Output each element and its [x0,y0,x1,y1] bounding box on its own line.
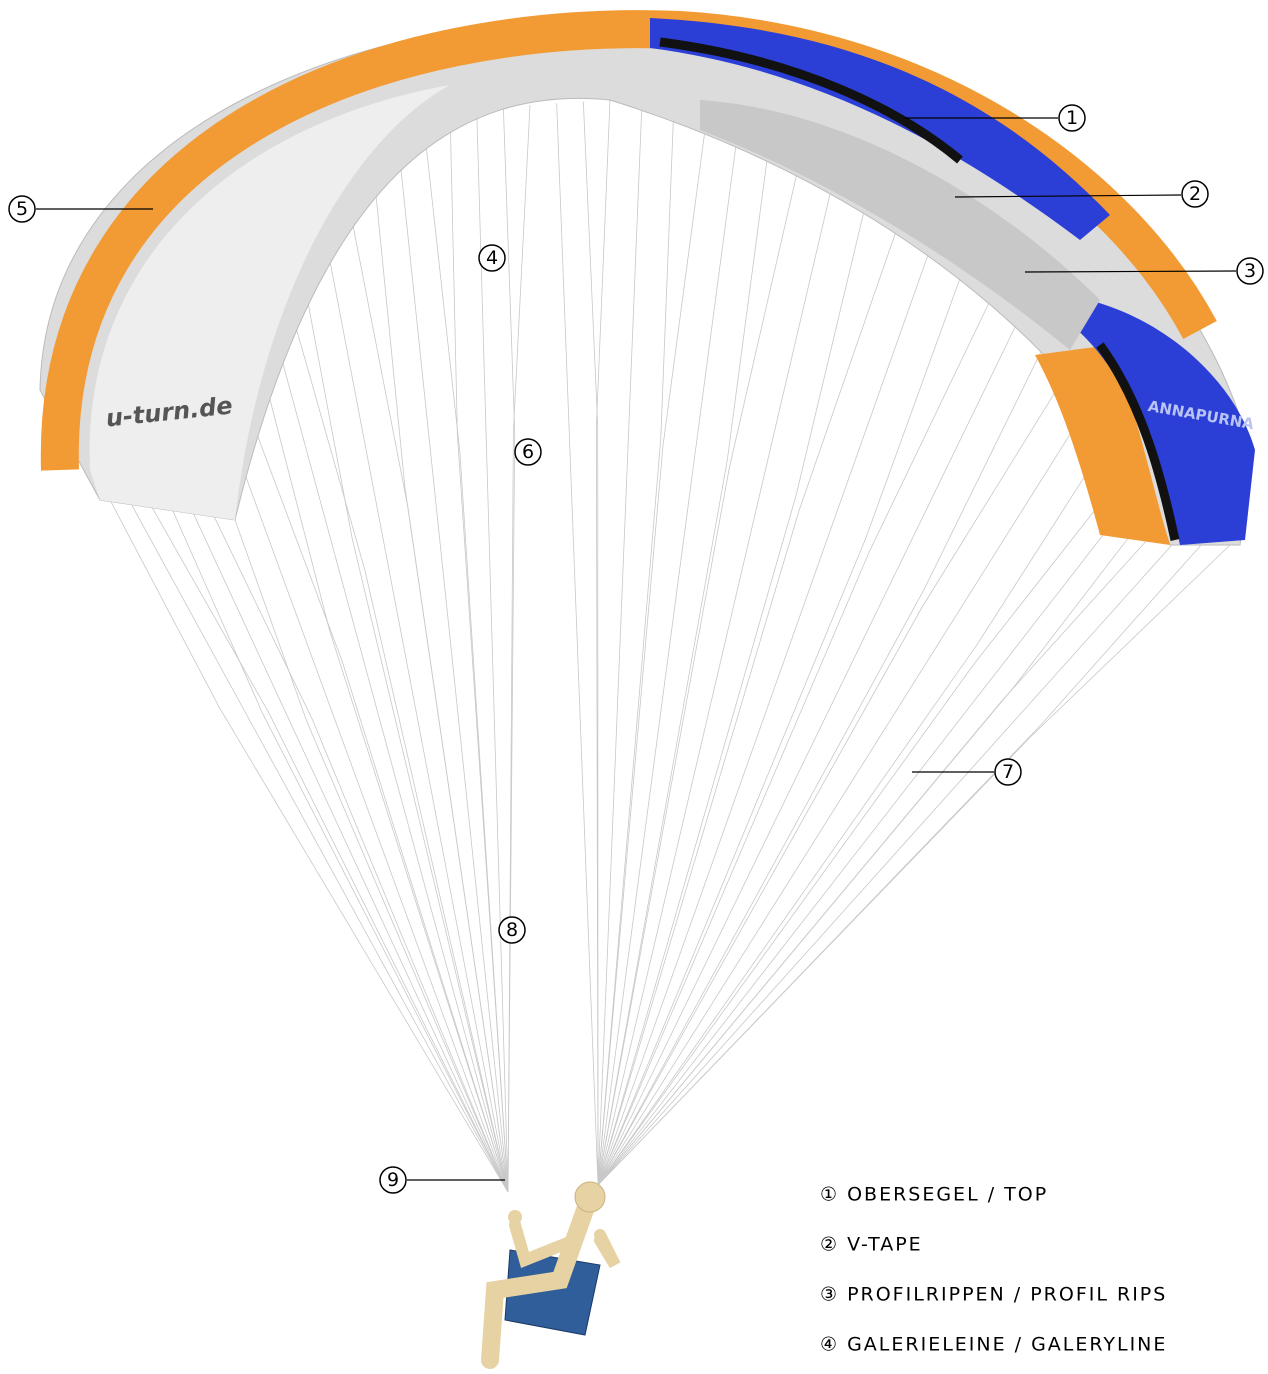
callout-number: 4 [486,247,498,269]
line [598,510,1203,1185]
line [598,333,1050,1185]
line [425,135,508,1192]
line [583,102,598,1185]
line [596,100,610,1185]
page: u-turn.de ANNAPURNA 123456789 ① OBERSEGE… [0,0,1268,1374]
line [598,220,900,1185]
callout-number: 6 [522,441,534,463]
legend: ① OBERSEGEL / TOP ② V-TAPE ③ PROFILRIPPE… [820,1184,1167,1356]
line [598,413,1125,1185]
legend-item: ③ PROFILRIPPEN / PROFIL RIPS [820,1284,1167,1306]
line [375,185,508,1192]
line [268,390,509,1192]
line [214,517,508,1192]
callout-number: 5 [16,198,28,220]
line [598,493,1190,1186]
line [598,545,1230,1185]
line [598,160,800,1185]
callout-number: 8 [506,919,518,941]
line [257,433,508,1192]
line [598,110,642,1185]
line [598,475,1177,1185]
line [557,103,598,1185]
line [598,200,867,1185]
line [598,240,933,1185]
line [598,140,737,1185]
line [598,180,833,1185]
line [598,387,1100,1185]
line [598,130,705,1185]
legend-item: ④ GALERIELEINE / GALERYLINE [820,1334,1167,1356]
line [350,210,508,1192]
diagram: u-turn.de ANNAPURNA 123456789 ① OBERSEGE… [0,0,1268,1374]
callout-number: 3 [1244,260,1256,282]
line [278,347,508,1192]
callout-number: 1 [1066,107,1078,129]
callout-number: 9 [387,1169,399,1191]
line [508,105,530,1192]
line [289,303,508,1192]
line [152,507,508,1192]
line [598,307,1025,1185]
line [598,528,1217,1186]
callout-number: 2 [1189,183,1201,205]
legend-item: ② V-TAPE [820,1234,923,1256]
line [193,513,508,1192]
line [450,110,508,1192]
line [598,440,1150,1185]
line [110,500,508,1192]
line [325,235,508,1192]
line [131,503,508,1192]
legend-item: ① OBERSEGEL / TOP [820,1184,1048,1206]
line [173,510,509,1192]
pilot [490,1182,615,1360]
callout-number: 7 [1002,761,1014,783]
